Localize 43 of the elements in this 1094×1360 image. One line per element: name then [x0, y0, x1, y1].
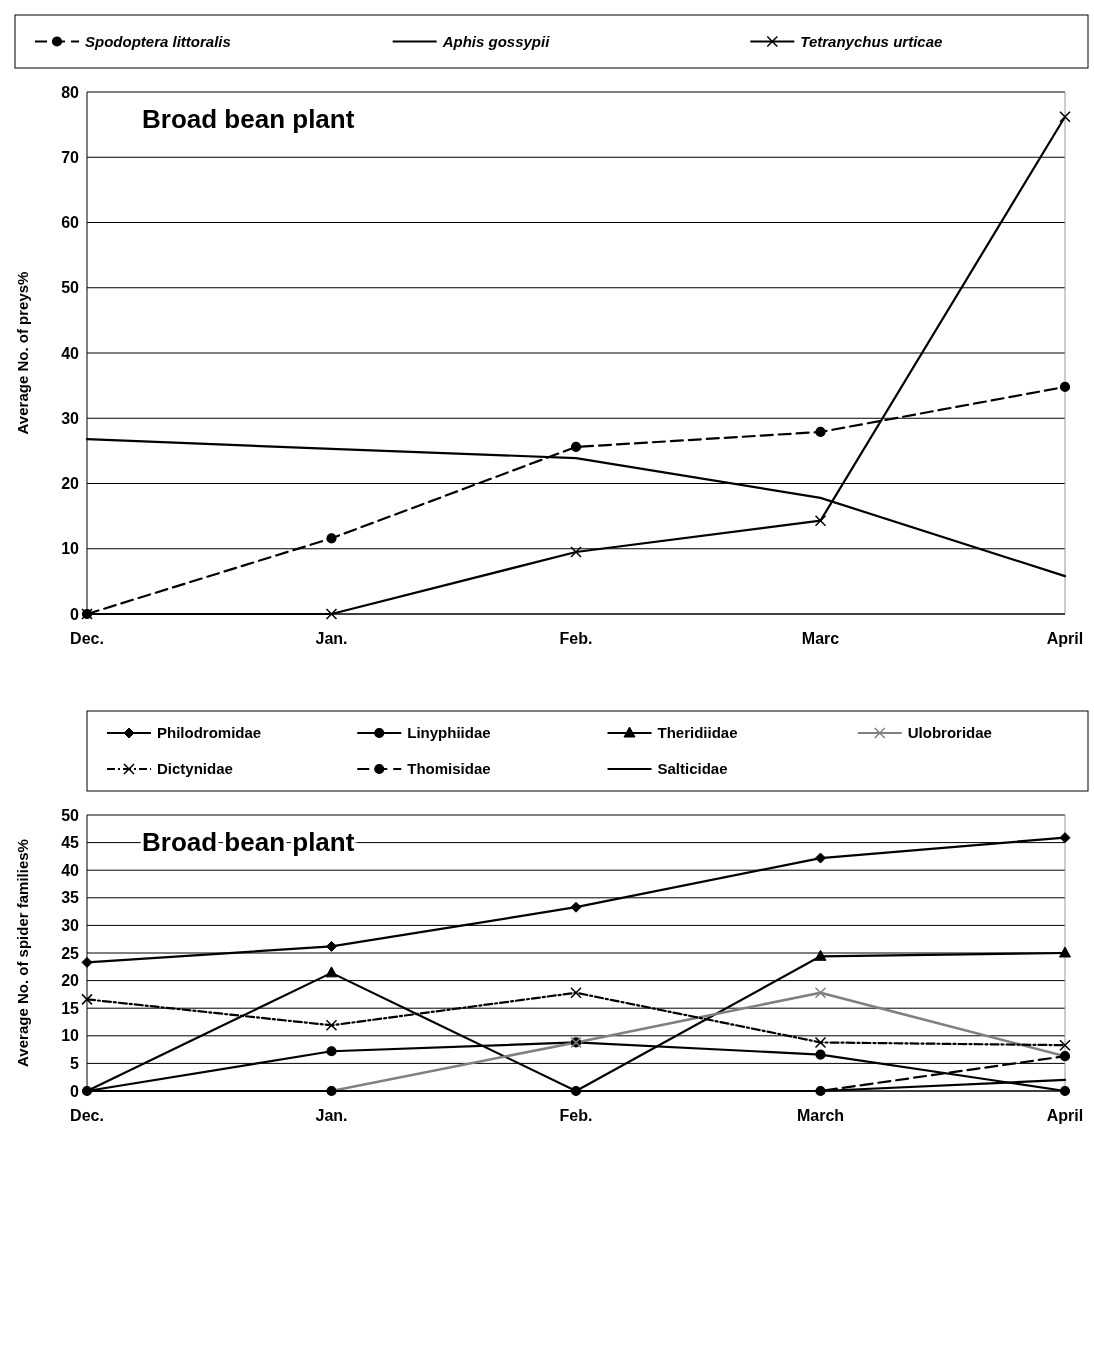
legend-label: Spodoptera littoralis — [85, 32, 231, 50]
y-tick-label: 20 — [61, 475, 80, 493]
y-tick-label: 35 — [61, 889, 80, 907]
y-tick-label: 70 — [61, 148, 80, 166]
y-tick-label: 50 — [61, 806, 80, 824]
y-tick-label: 0 — [70, 1082, 80, 1100]
x-tick-label: Jan. — [315, 630, 348, 647]
y-tick-label: 40 — [61, 344, 80, 362]
y-tick-label: 50 — [61, 279, 80, 297]
x-tick-label: Marc — [801, 630, 840, 647]
x-tick-label: Feb. — [559, 630, 593, 647]
legend-label: Dictynidae — [157, 760, 233, 778]
y-axis-title: Average No. of spider families% — [14, 839, 31, 1067]
x-tick-label: Jan. — [315, 1107, 348, 1124]
x-tick-label: March — [796, 1107, 845, 1124]
y-tick-label: 20 — [61, 972, 80, 990]
y-tick-label: 25 — [61, 944, 80, 962]
legend-label: Ulobroridae — [907, 724, 992, 742]
y-tick-label: 5 — [70, 1055, 80, 1072]
y-tick-label: 0 — [70, 605, 80, 623]
y-tick-label: 60 — [61, 214, 80, 232]
x-tick-label: Feb. — [559, 1107, 593, 1124]
legend-label: Linyphiidae — [407, 724, 491, 742]
y-tick-label: 80 — [61, 83, 80, 101]
y-tick-label: 15 — [61, 999, 80, 1017]
legend-label: Philodromidae — [157, 724, 262, 742]
legend-label: Tetranychus urticae — [800, 32, 943, 50]
y-axis-title: Average No. of preys% — [14, 271, 31, 435]
y-tick-label: 10 — [61, 1027, 80, 1045]
legend-label: Thomisidae — [407, 760, 491, 778]
y-tick-label: 30 — [61, 409, 80, 427]
y-tick-label: 40 — [61, 861, 80, 879]
text: Broad bean plant — [142, 104, 355, 134]
y-tick-label: 30 — [61, 917, 80, 934]
y-tick-label: 10 — [61, 540, 80, 558]
x-tick-label: April — [1046, 630, 1084, 647]
legend-label: Salticidae — [657, 760, 728, 778]
x-tick-label: April — [1046, 1107, 1084, 1124]
y-tick-label: 45 — [61, 834, 80, 852]
x-tick-label: Dec. — [70, 630, 104, 647]
legend-label: Aphis gossypii — [441, 32, 551, 50]
x-tick-label: Dec. — [70, 1107, 104, 1124]
legend-label: Theridiidae — [657, 724, 738, 742]
